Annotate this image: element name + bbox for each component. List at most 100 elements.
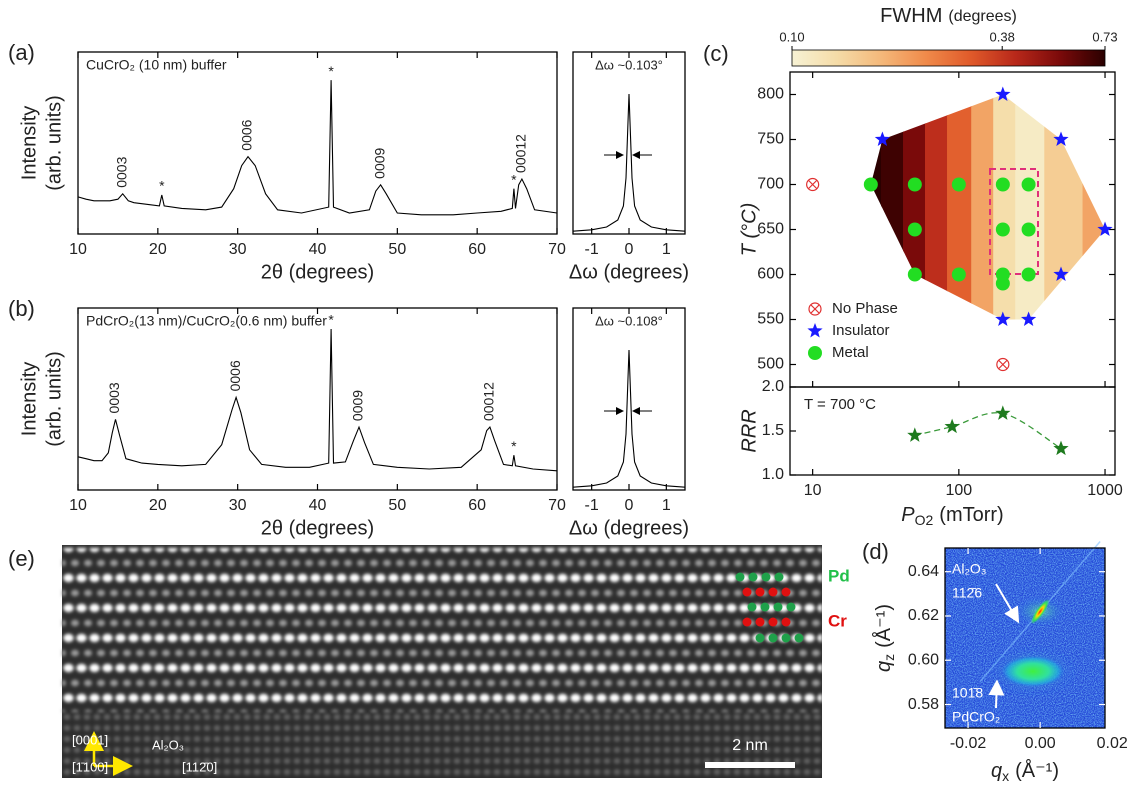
star-marker [874, 131, 890, 146]
film-lattice [62, 548, 822, 712]
marker-cross [998, 360, 1008, 369]
label-symbol: q [991, 760, 1002, 782]
annotation: Δω ~0.108° [595, 313, 663, 328]
peak-label: * [328, 312, 334, 328]
x-tick-label: 40 [309, 497, 327, 514]
cr-atom [742, 587, 752, 597]
peak-label: * [511, 438, 517, 454]
x-tick-label: 20 [149, 497, 167, 514]
circle-marker [907, 222, 922, 237]
y-axis-label: (arb. units) [43, 351, 65, 447]
highlight-box [989, 168, 1039, 275]
marker-cross [810, 304, 820, 314]
panel-label: (e) [8, 546, 35, 571]
star-marker [907, 427, 923, 442]
star-marker [1053, 131, 1069, 146]
colorbar-tick-label: 0.73 [1092, 29, 1117, 44]
y-tick-label: 0.62 [908, 607, 939, 624]
rsm-peak [988, 647, 1077, 696]
annotation: Δω ~0.103° [595, 57, 663, 72]
circle-marker [907, 177, 922, 192]
fwhm-band [971, 94, 995, 320]
x-tick-label: 0 [625, 497, 634, 514]
direction-label: [0001] [72, 732, 108, 747]
plot-frame [572, 51, 686, 235]
peak-label: 0006 [239, 119, 255, 150]
pd-atom [755, 633, 765, 643]
fwhm-band [1015, 94, 1046, 320]
cr-atom [768, 617, 778, 627]
y-tick-label: 0.64 [908, 563, 939, 580]
x-tick-label: -1 [585, 497, 599, 514]
x-axis-label: 2θ (degrees) [261, 261, 374, 283]
colorbar-title: FWHM [880, 5, 942, 27]
label-unit: (Å⁻¹) [1015, 759, 1059, 782]
label-symbol: q [873, 661, 895, 672]
pd-atom [768, 633, 778, 643]
direction-label: [1̄100] [72, 759, 108, 774]
star-marker [995, 405, 1011, 420]
pd-atom [773, 602, 783, 612]
marker-cross [808, 180, 818, 189]
y-axis-label: T (°C) [738, 203, 760, 257]
y-tick-label: 750 [757, 131, 784, 148]
pd-atom [761, 572, 771, 582]
legend-label: No Phase [832, 300, 898, 317]
x-tick-label: 70 [548, 241, 566, 258]
fwhm-band [870, 94, 883, 320]
atom-overlay [735, 572, 804, 643]
colorbar-tick-label: 0.38 [990, 29, 1015, 44]
x-tick-label: 0.02 [1097, 735, 1128, 752]
x-tick-label: 10 [69, 497, 87, 514]
peak-label: * [159, 178, 165, 194]
peak-label: 0009 [350, 390, 366, 421]
no-phase-marker [996, 357, 1010, 372]
cr-atom [768, 587, 778, 597]
x-tick-label: 30 [229, 497, 247, 514]
star-marker [944, 418, 960, 434]
data-line [572, 349, 686, 488]
chart-title: CuCrO₂ (10 nm) buffer [86, 57, 227, 73]
fwhm-band [993, 94, 1017, 320]
legend-label: Metal [832, 344, 869, 361]
x-axis-label: PO2 (mTorr) [901, 504, 1003, 527]
label-unit: (Å⁻¹) [872, 604, 895, 648]
peak-label: 0009 [371, 147, 387, 178]
colorbar-label: FWHM (degrees) [880, 5, 1017, 27]
pd-atom [748, 572, 758, 582]
pd-atom [735, 572, 745, 582]
panel-label: (d) [862, 539, 889, 564]
circle-marker [863, 177, 878, 192]
circle-marker [951, 177, 966, 192]
x-axis-label: 2θ (degrees) [261, 517, 374, 539]
label-subscript: O2 [915, 512, 934, 528]
cr-label: Cr [828, 611, 847, 630]
cr-atom [781, 617, 791, 627]
peak-label: 0003 [106, 382, 122, 413]
y-tick-label: 800 [757, 86, 784, 103]
circle-marker [1021, 267, 1036, 282]
peak-label: Al₂O₃ [952, 561, 986, 577]
substrate-lattice [62, 712, 822, 778]
x-tick-label: 1 [662, 241, 671, 258]
marker-ring [808, 302, 822, 316]
label-symbol: P [901, 504, 915, 526]
label-unit: (mTorr) [939, 504, 1003, 526]
x-tick-label: 30 [229, 241, 247, 258]
circle-marker [907, 267, 922, 282]
x-tick-label: 0 [625, 241, 634, 258]
y-axis-label: Intensity [18, 106, 40, 180]
fwhm-map [870, 94, 1106, 320]
x-tick-label: -1 [585, 241, 599, 258]
rsm-speckle [945, 548, 1105, 728]
x-tick-label: 10 [69, 241, 87, 258]
peak-label: 00012 [513, 134, 529, 173]
plot-frame [572, 307, 686, 491]
label-subscript: x [1002, 768, 1009, 784]
peak-label: * [511, 171, 517, 187]
panel-label: (b) [8, 296, 35, 321]
peak-label: 101̄8 [952, 685, 983, 701]
y-tick-label: 2.0 [762, 378, 784, 395]
data-line [77, 80, 558, 216]
